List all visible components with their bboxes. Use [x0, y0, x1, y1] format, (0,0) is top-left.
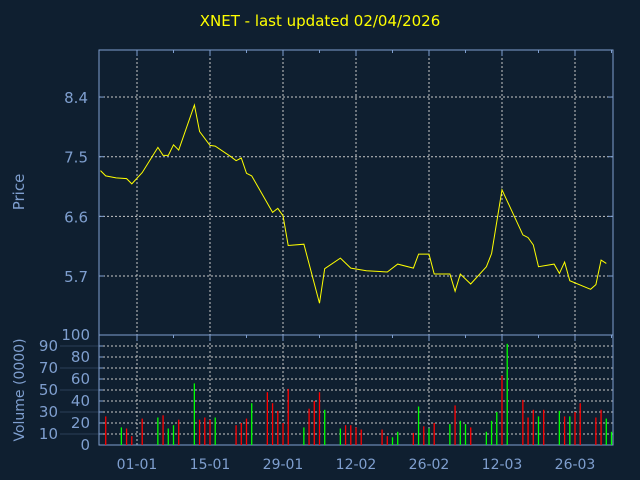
- x-tick-label: 12-03: [482, 457, 523, 473]
- x-tick-label: 01-01: [117, 457, 158, 473]
- price-tick-label: 5.7: [64, 268, 88, 286]
- x-tick-label: 15-01: [190, 457, 231, 473]
- price-axis-label: Price: [10, 174, 28, 211]
- price-plot-frame: [98, 49, 614, 336]
- volume-bars: [105, 343, 613, 445]
- price-tick-label: 8.4: [64, 89, 88, 107]
- x-tick-label: 26-03: [555, 457, 596, 473]
- volume-tick-label: 30: [39, 403, 58, 421]
- volume-tick-label: 10: [39, 425, 58, 443]
- volume-tick-label: 70: [39, 359, 58, 377]
- volume-tick-label: 40: [71, 392, 90, 410]
- x-tick-label: 26-02: [409, 457, 450, 473]
- volume-tick-label: 20: [71, 414, 90, 432]
- volume-tick-label: 90: [39, 337, 58, 355]
- price-line: [100, 103, 607, 304]
- chart-title: XNET - last updated 02/04/2026: [199, 12, 441, 30]
- volume-axis-label: Volume (0000): [12, 338, 28, 441]
- x-tick-label: 12-02: [336, 457, 377, 473]
- axes: 01-01 15-01 29-01 12-02 26-02 12-03 26-03 8.4 7.…: [39, 49, 614, 473]
- volume-tick-label: 50: [39, 381, 58, 399]
- volume-tick-label: 80: [71, 348, 90, 366]
- volume-tick-label: 100: [61, 326, 90, 344]
- price-tick-label: 6.6: [64, 208, 88, 226]
- volume-tick-label: 0: [80, 436, 90, 454]
- x-tick-label: 29-01: [263, 457, 304, 473]
- grid: [99, 50, 613, 445]
- volume-tick-label: 60: [71, 370, 90, 388]
- price-tick-label: 7.5: [64, 149, 88, 167]
